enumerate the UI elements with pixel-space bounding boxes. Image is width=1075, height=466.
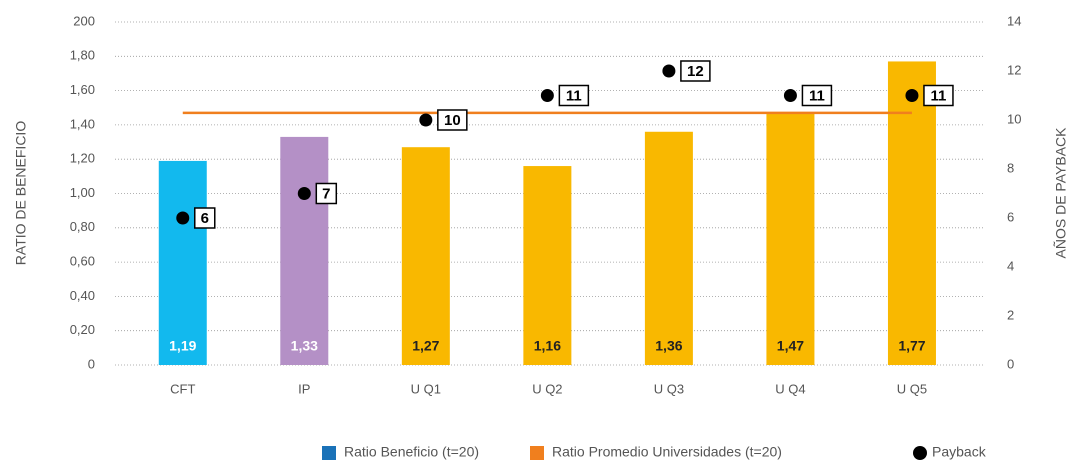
data-label-box — [194, 207, 216, 229]
data-label-box — [437, 109, 468, 131]
payback-point — [783, 89, 797, 102]
data-label: 11 — [931, 87, 947, 104]
y-tick-label: 1,00 — [70, 185, 95, 200]
x-tick-label: U Q3 — [654, 381, 684, 396]
x-tick-label: CFT — [170, 381, 195, 396]
y-tick-label: 1,40 — [70, 116, 95, 131]
data-label: 1,77 — [898, 338, 925, 354]
y2-tick-label: 2 — [1007, 307, 1014, 322]
y2-tick-label: 14 — [1007, 13, 1021, 28]
y-tick-label: 0,20 — [70, 322, 95, 337]
x-tick-label: U Q1 — [411, 381, 441, 396]
y2-tick-label: 6 — [1007, 209, 1014, 224]
bar — [401, 147, 450, 365]
data-label-box — [558, 84, 590, 107]
y-tick-label: 200 — [73, 13, 95, 28]
y-tick-label: 0,80 — [70, 219, 95, 234]
data-label: 12 — [687, 63, 704, 80]
data-label: 7 — [322, 185, 330, 202]
data-label: 1,36 — [655, 338, 682, 354]
bar — [887, 61, 936, 365]
payback-point — [297, 187, 311, 200]
legend-swatch — [530, 446, 544, 460]
bar — [158, 160, 207, 365]
x-tick-label: IP — [298, 381, 310, 396]
bar — [523, 166, 572, 365]
data-label: 1,19 — [169, 338, 196, 354]
y-tick-label: 1,60 — [70, 82, 95, 97]
data-label: 6 — [201, 210, 209, 227]
data-label: 1,47 — [777, 338, 804, 354]
y2-tick-label: 4 — [1007, 258, 1014, 273]
y-tick-label: 0,40 — [70, 288, 95, 303]
data-label: 1,33 — [291, 338, 318, 354]
y-tick-label: 0 — [88, 356, 95, 371]
x-tick-label: U Q4 — [775, 381, 805, 396]
data-label: 11 — [809, 87, 825, 104]
bar — [766, 112, 815, 366]
y2-tick-label: 12 — [1007, 62, 1021, 77]
x-tick-label: U Q2 — [532, 381, 562, 396]
y-tick-label: 0,60 — [70, 254, 95, 269]
data-label: 11 — [566, 87, 582, 104]
data-label: 1,16 — [534, 338, 561, 354]
payback-point — [540, 89, 554, 102]
payback-point — [176, 211, 190, 225]
payback-point — [419, 113, 433, 127]
y2-tick-label: 10 — [1007, 111, 1021, 126]
bar — [644, 131, 693, 365]
y2-tick-label: 8 — [1007, 160, 1014, 175]
y-tick-label: 1,20 — [70, 151, 95, 166]
legend-swatch — [913, 446, 927, 460]
data-label-box — [923, 84, 954, 107]
y2-axis-label: AÑOS DE PAYBACK — [1053, 127, 1069, 259]
y-tick-label: 1,80 — [70, 48, 95, 63]
x-tick-label: U Q5 — [897, 381, 927, 396]
y2-tick-label: 0 — [1007, 356, 1014, 371]
data-label-box — [801, 84, 833, 107]
payback-point — [905, 89, 919, 102]
data-label: 10 — [444, 112, 461, 129]
y-axis-label: RATIO DE BENEFICIO — [13, 121, 29, 266]
legend-label: Ratio Beneficio (t=20) — [344, 444, 479, 460]
legend-label: Ratio Promedio Universidades (t=20) — [552, 444, 782, 460]
data-label-box — [680, 60, 711, 82]
bar — [280, 136, 329, 365]
legend-swatch — [322, 446, 336, 460]
payback-point — [662, 64, 676, 78]
data-label-box — [315, 182, 338, 205]
data-label: 1,27 — [412, 338, 439, 354]
legend-label: Payback — [932, 444, 987, 460]
